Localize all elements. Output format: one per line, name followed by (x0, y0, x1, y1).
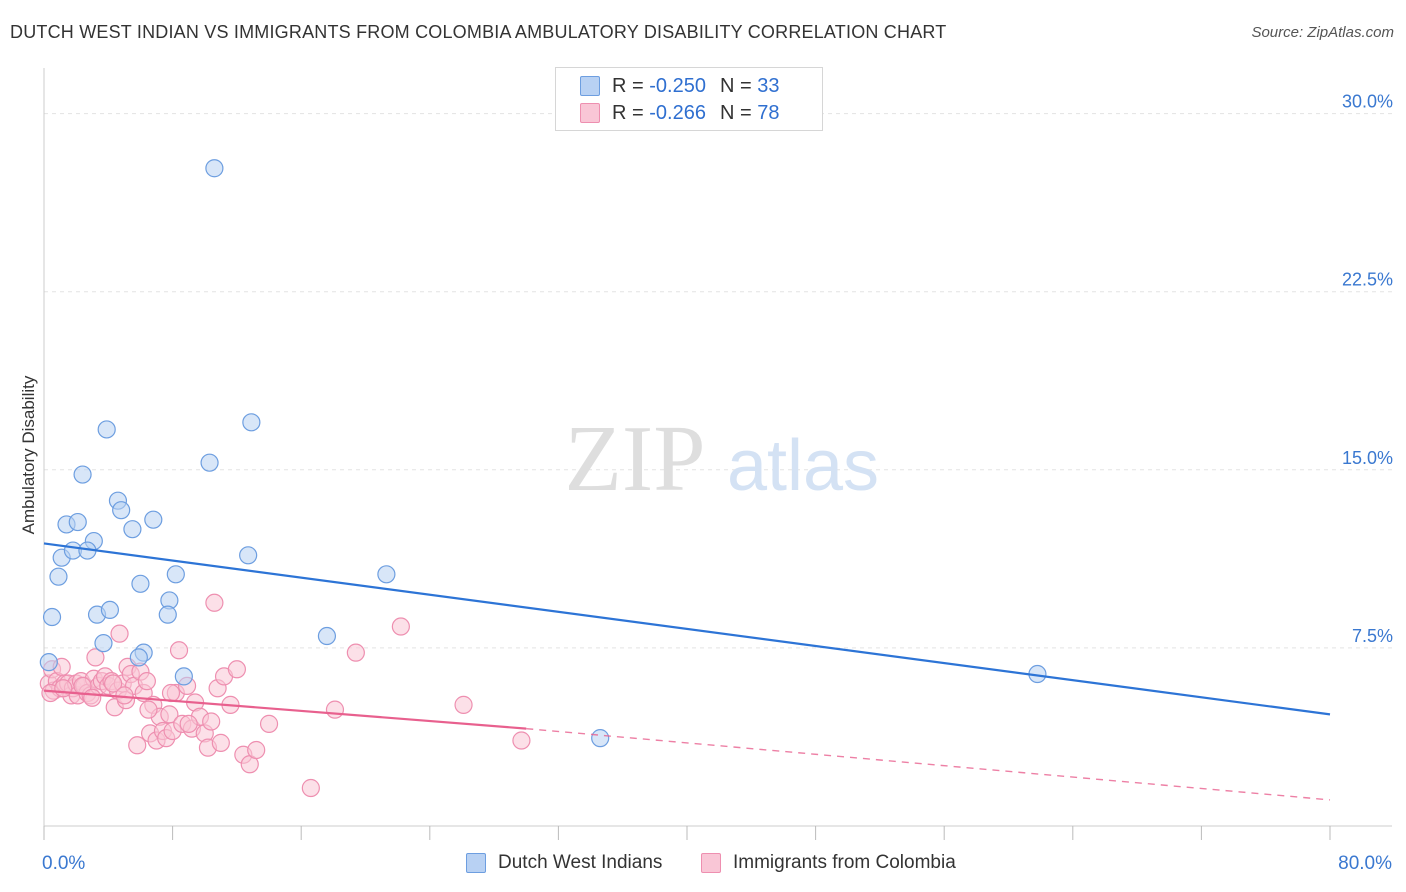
x-tick-label-min: 0.0% (42, 853, 86, 874)
data-point-dutch-west-indians (158, 605, 177, 624)
data-point-colombia (512, 731, 531, 750)
data-point-dutch-west-indians (129, 648, 148, 667)
legend-n-value: 33 (757, 74, 780, 97)
data-point-colombia (83, 688, 102, 707)
data-point-colombia (54, 679, 73, 698)
data-point-dutch-west-indians (112, 501, 131, 520)
legend-swatch-blue (580, 76, 600, 96)
data-point-dutch-west-indians (39, 653, 58, 672)
watermark-atlas: atlas (727, 426, 879, 506)
data-point-dutch-west-indians (317, 626, 337, 646)
gridlines (44, 113, 1392, 649)
x-tick-label-max: 80.0% (1338, 853, 1392, 874)
source-label: Source: ZipAtlas.com (1251, 24, 1394, 41)
data-point-colombia (247, 740, 266, 760)
legend-n-label: N = (719, 74, 752, 97)
y-tick-label: 7.5% (1352, 626, 1393, 646)
watermark-zip: ZIP (565, 407, 706, 511)
legend-swatch-pink (580, 103, 600, 123)
data-point-colombia (179, 714, 198, 733)
data-point-dutch-west-indians (42, 607, 62, 627)
data-point-colombia (169, 641, 189, 660)
legend-n-value: 78 (757, 101, 780, 124)
data-point-colombia (211, 733, 230, 752)
data-point-colombia (139, 700, 158, 719)
data-point-dutch-west-indians (131, 574, 150, 593)
data-point-colombia (391, 617, 410, 636)
legend-r-label: R = (612, 74, 644, 97)
y-tick-label: 22.5% (1342, 270, 1393, 290)
data-point-colombia (325, 700, 345, 719)
data-point-dutch-west-indians (166, 565, 185, 584)
data-point-colombia (202, 712, 221, 731)
watermark: ZIP atlas (565, 407, 880, 511)
series-legend-swatch-blue (466, 853, 486, 873)
data-point-dutch-west-indians (73, 465, 92, 484)
series-legend-label: Dutch West Indians (498, 852, 663, 873)
data-point-colombia (205, 593, 224, 612)
trend-line-pink (43, 689, 527, 730)
data-point-dutch-west-indians (377, 565, 396, 584)
series-legend: Dutch West Indians Immigrants from Colom… (0, 852, 1406, 876)
y-tick-label: 30.0% (1342, 92, 1393, 112)
data-point-dutch-west-indians (94, 634, 113, 653)
series-legend-swatch-pink (701, 853, 721, 873)
trend-lines (43, 542, 1331, 801)
data-point-colombia (227, 660, 246, 679)
data-point-colombia (301, 778, 320, 798)
data-point-colombia (161, 683, 181, 703)
data-point-colombia (346, 643, 365, 662)
chart-title: DUTCH WEST INDIAN VS IMMIGRANTS FROM COL… (10, 22, 947, 42)
series-dutch-west-indians-points (39, 159, 1047, 748)
data-point-colombia (86, 648, 105, 667)
series-legend-item-pink: Immigrants from Colombia (701, 852, 956, 874)
series-legend-label: Immigrants from Colombia (733, 852, 956, 873)
trend-line-blue (43, 542, 1331, 716)
data-point-colombia (137, 672, 156, 691)
series-legend-item-blue: Dutch West Indians (466, 852, 662, 874)
legend-row-pink: R = -0.266 N = 78 (580, 100, 779, 126)
legend-n-label: N = (719, 101, 752, 124)
legend-r-value: -0.266 (649, 101, 706, 124)
y-tick-label: 15.0% (1342, 448, 1393, 468)
data-point-colombia (110, 624, 129, 643)
data-point-dutch-west-indians (97, 420, 116, 439)
data-point-colombia (454, 695, 473, 714)
data-point-dutch-west-indians (49, 567, 68, 586)
legend-row-blue: R = -0.250 N = 33 (580, 73, 779, 99)
data-point-dutch-west-indians (205, 159, 224, 178)
correlation-legend: R = -0.250 N = 33 R = -0.266 N = 78 (555, 67, 823, 131)
data-point-dutch-west-indians (200, 453, 219, 472)
data-point-dutch-west-indians (100, 600, 120, 620)
data-point-dutch-west-indians (174, 667, 193, 686)
data-point-colombia (128, 736, 147, 755)
data-point-dutch-west-indians (144, 510, 163, 529)
legend-r-value: -0.250 (649, 74, 706, 97)
data-point-dutch-west-indians (68, 512, 87, 532)
legend-r-label: R = (612, 101, 644, 124)
data-point-dutch-west-indians (123, 520, 142, 539)
axes (43, 68, 1392, 840)
data-point-dutch-west-indians (242, 413, 261, 432)
data-point-colombia (259, 714, 279, 733)
data-point-dutch-west-indians (591, 729, 610, 748)
data-point-colombia (115, 686, 134, 705)
data-point-colombia (104, 674, 123, 693)
y-tick-labels: 7.5% 15.0% 22.5% 30.0% (1342, 92, 1393, 646)
trend-line-extension-pink (526, 727, 1331, 801)
data-point-dutch-west-indians (239, 546, 258, 565)
series-colombia-points (39, 593, 531, 798)
